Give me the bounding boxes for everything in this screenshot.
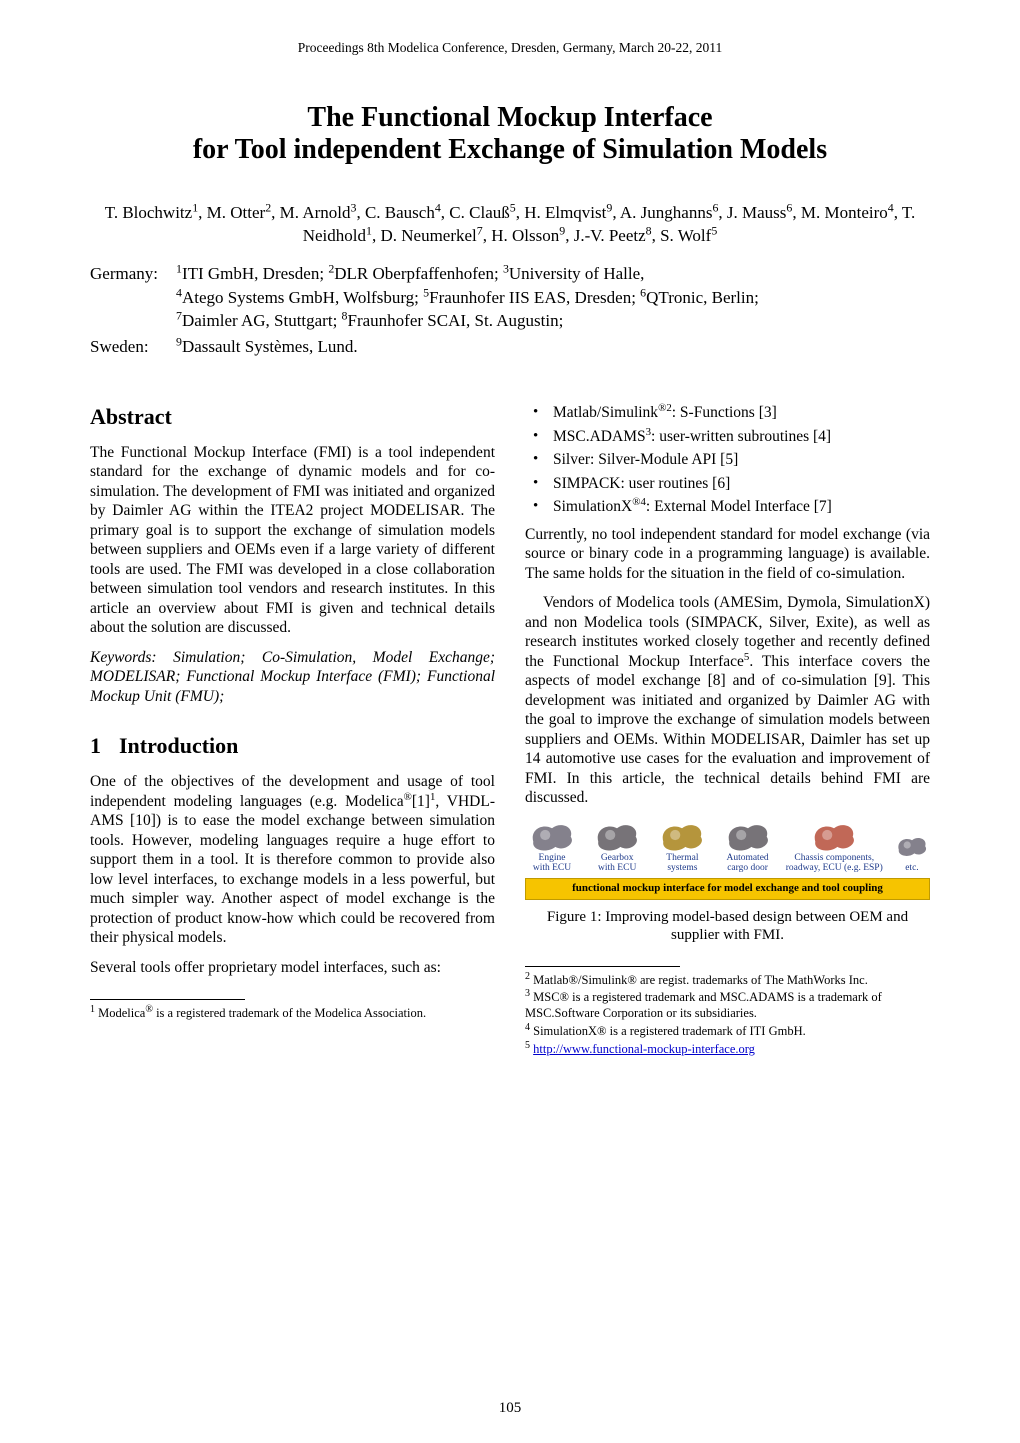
title-line1: The Functional Mockup Interface <box>90 102 930 134</box>
affiliation-sweden: Sweden: 9Dassault Systèmes, Lund. <box>90 335 930 359</box>
figure-1-item-caption: Engine with ECU <box>533 854 571 874</box>
figure-1-caption: Figure 1: Improving model-based design b… <box>525 908 930 944</box>
affiliation-line: 9Dassault Systèmes, Lund. <box>176 335 930 359</box>
right-paragraph-1: Currently, no tool independent standard … <box>525 525 930 584</box>
affiliation-germany: Germany: 1ITI GmbH, Dresden; 2DLR Oberpf… <box>90 262 930 333</box>
figure-1-item-caption: Chassis components, roadway, ECU (e.g. E… <box>786 854 883 874</box>
footnote-1: 1 Modelica® is a registered trademark of… <box>90 1004 495 1022</box>
conference-header: Proceedings 8th Modelica Conference, Dre… <box>90 40 930 56</box>
affiliation-label: Sweden: <box>90 335 176 359</box>
tool-list-item: Matlab/Simulink®2: S-Functions [3] <box>525 403 930 423</box>
footnote-3: 3 MSC® is a registered trademark and MSC… <box>525 988 930 1021</box>
figure-1-item: Chassis components, roadway, ECU (e.g. E… <box>786 818 883 874</box>
affiliation-label: Germany: <box>90 262 176 333</box>
figure-1-item-caption: Gearbox with ECU <box>598 854 636 874</box>
footnote-4: 4 SimulationX® is a registered trademark… <box>525 1022 930 1040</box>
title-line2: for Tool independent Exchange of Simulat… <box>90 134 930 166</box>
abstract-body: The Functional Mockup Interface (FMI) is… <box>90 443 495 638</box>
title-block: The Functional Mockup Interface for Tool… <box>90 102 930 166</box>
figure-1-item-caption: Thermal systems <box>666 854 698 874</box>
keywords: Keywords: Simulation; Co-Simulation, Mod… <box>90 648 495 707</box>
figure-1-item: Automated cargo door <box>721 818 775 874</box>
tool-list-item: Silver: Silver-Module API [5] <box>525 450 930 470</box>
figure-1-item: etc. <box>894 828 930 874</box>
affiliations: Germany: 1ITI GmbH, Dresden; 2DLR Oberpf… <box>90 262 930 359</box>
tool-list-item: SIMPACK: user routines [6] <box>525 474 930 494</box>
right-paragraph-2: Vendors of Modelica tools (AMESim, Dymol… <box>525 593 930 808</box>
intro-paragraph-1: One of the objectives of the development… <box>90 772 495 948</box>
tool-list-item: SimulationX®4: External Model Interface … <box>525 497 930 517</box>
figure-1-item-caption: Automated cargo door <box>726 854 768 874</box>
section-heading-intro: 1 Introduction <box>90 732 495 760</box>
column-right: Matlab/Simulink®2: S-Functions [3] MSC.A… <box>525 403 930 1057</box>
page-number: 105 <box>0 1400 1020 1417</box>
figure-1-item: Engine with ECU <box>525 818 579 874</box>
footnote-rule <box>525 966 680 967</box>
page-root: Proceedings 8th Modelica Conference, Dre… <box>0 0 1020 1443</box>
affiliation-body: 1ITI GmbH, Dresden; 2DLR Oberpfaffenhofe… <box>176 262 930 333</box>
section-number: 1 <box>90 732 101 760</box>
affiliation-line: 4Atego Systems GmbH, Wolfsburg; 5Fraunho… <box>176 286 930 310</box>
figure-1-item: Thermal systems <box>655 818 709 874</box>
abstract-heading: Abstract <box>90 403 495 431</box>
two-column-body: Abstract The Functional Mockup Interface… <box>90 403 930 1057</box>
authors-line: T. Blochwitz1, M. Otter2, M. Arnold3, C.… <box>90 202 930 248</box>
figure-1-item-caption: etc. <box>905 864 918 874</box>
affiliation-line: 7Daimler AG, Stuttgart; 8Fraunhofer SCAI… <box>176 309 930 333</box>
section-title: Introduction <box>119 732 238 760</box>
footnote-rule <box>90 999 245 1000</box>
column-left: Abstract The Functional Mockup Interface… <box>90 403 495 1057</box>
intro-paragraph-2: Several tools offer proprietary model in… <box>90 958 495 978</box>
tool-list-item: MSC.ADAMS3: user-written subroutines [4] <box>525 427 930 447</box>
figure-1-item: Gearbox with ECU <box>590 818 644 874</box>
footnote-2: 2 Matlab®/Simulink® are regist. trademar… <box>525 971 930 989</box>
figure-1-bar: functional mockup interface for model ex… <box>525 878 930 900</box>
affiliation-body: 9Dassault Systèmes, Lund. <box>176 335 930 359</box>
figure-1: Engine with ECU Gearbox with ECU Thermal… <box>525 818 930 900</box>
affiliation-line: 1ITI GmbH, Dresden; 2DLR Oberpfaffenhofe… <box>176 262 930 286</box>
footnote-5: 5 http://www.functional-mockup-interface… <box>525 1040 930 1058</box>
figure-1-icons-row: Engine with ECU Gearbox with ECU Thermal… <box>525 818 930 874</box>
tool-list: Matlab/Simulink®2: S-Functions [3] MSC.A… <box>525 403 930 517</box>
